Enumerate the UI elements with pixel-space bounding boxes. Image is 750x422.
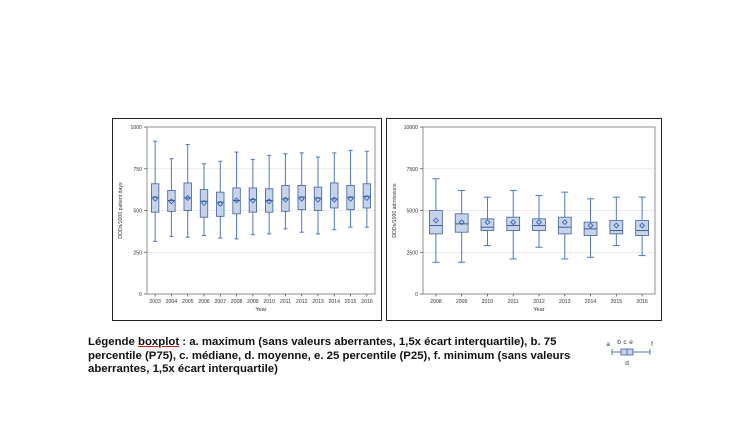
box-iqr [609, 220, 624, 235]
y-tick-label: 750 [133, 167, 142, 173]
x-tick-label: 2012 [296, 299, 308, 305]
box-iqr [216, 191, 225, 217]
chart-ddd-admissions-svg: 0 2500 5000 7500 10000 DDDs/1000 admissions Ye… [392, 125, 656, 313]
mean-marker [587, 222, 594, 229]
box-iqr [313, 186, 323, 211]
x-tick-label: 2011 [280, 299, 291, 305]
x-tick-label: 2010 [482, 299, 494, 305]
x-tick-label: 2005 [182, 299, 194, 305]
mean-marker [298, 195, 305, 202]
x-tick-label: 2012 [533, 299, 545, 305]
x-tick-label: 2010 [263, 299, 275, 305]
legend-icon-letter: f [651, 341, 653, 348]
box-iqr [429, 210, 443, 235]
box-iqr [183, 182, 192, 211]
mean-marker [168, 198, 175, 205]
mean-marker [233, 197, 240, 204]
x-tick-label: 2008 [231, 299, 243, 305]
x-tick-label: 2013 [312, 299, 324, 305]
y-tick-label: 250 [133, 250, 142, 256]
chart-panel-ddd-admissions: 0 2500 5000 7500 10000 DDDs/1000 admissions Ye… [386, 118, 662, 321]
mean-marker [363, 195, 370, 201]
y-tick-label: 10000 [404, 125, 419, 131]
mean-marker [201, 200, 207, 206]
x-tick-label: 2009 [247, 299, 259, 305]
x-tick-label: 2006 [198, 299, 210, 305]
legend-icon-letter: b [617, 339, 621, 346]
boxplot-legend-icon: a b c e f d [606, 339, 653, 367]
mean-marker [458, 219, 465, 226]
box-iqr [557, 216, 572, 235]
y-axis-label: DDDs/1000 admissions [392, 183, 398, 238]
y-tick-label: 7500 [406, 167, 418, 173]
box-iqr [330, 182, 339, 209]
legend-keyword: boxplot [138, 336, 180, 348]
x-tick-label: 2016 [636, 299, 648, 305]
mean-marker [613, 222, 620, 229]
plot-area-frame [146, 126, 376, 295]
x-tick-label: 2013 [559, 299, 571, 305]
legend-icon-letter: c [623, 339, 627, 346]
mean-marker [536, 219, 542, 226]
x-tick-label: 2003 [149, 299, 161, 305]
mean-marker [266, 198, 273, 205]
mean-marker [432, 217, 439, 224]
x-tick-label: 2015 [345, 299, 357, 305]
chart-panel-ddd-patient-days: 0 250 500 750 1000 DDDs/1000 patient days Year… [112, 118, 382, 321]
y-tick-label: 0 [139, 292, 142, 298]
legend-icon-letter: a [606, 341, 610, 348]
x-axis-label: Year [533, 307, 544, 313]
mean-marker [347, 195, 354, 202]
mean-marker [184, 195, 191, 201]
y-tick-label: 500 [133, 209, 142, 215]
x-tick-label: 2016 [361, 299, 373, 305]
y-axis-label: DDDs/1000 patient days [118, 182, 124, 239]
y-tick-label: 1000 [130, 125, 142, 131]
boxplot-legend-caption: Légende boxplot : a. maximum (sans valeu… [88, 336, 593, 377]
x-tick-label: 2014 [585, 299, 597, 305]
x-tick-label: 2011 [508, 299, 519, 305]
mean-marker [510, 219, 517, 226]
x-tick-label: 2015 [611, 299, 623, 305]
chart-ddd-patient-days-svg: 0 250 500 750 1000 DDDs/1000 patient days Year… [118, 125, 376, 313]
y-tick-label: 0 [415, 292, 418, 298]
mean-marker [561, 219, 568, 226]
legend-icon-letter: e [629, 339, 633, 346]
x-tick-label: 2014 [329, 299, 341, 305]
mean-marker [639, 222, 646, 229]
y-tick-label: 2500 [406, 250, 418, 256]
x-tick-label: 2007 [215, 299, 227, 305]
box-iqr [150, 183, 160, 213]
x-tick-label: 2004 [166, 299, 178, 305]
y-tick-label: 5000 [406, 209, 418, 215]
legend-icon-letter: d [625, 360, 629, 367]
legend-description: : a. maximum (sans valeurs aberrantes, 1… [88, 336, 571, 376]
box-iqr [454, 213, 469, 233]
x-axis-label: Year [255, 307, 266, 313]
mean-marker [331, 196, 338, 203]
x-tick-label: 2008 [430, 299, 442, 305]
mean-marker [484, 219, 491, 226]
legend-label: Légende [88, 336, 135, 348]
x-tick-label: 2009 [456, 299, 468, 305]
mean-marker [217, 200, 224, 207]
box-iqr [506, 216, 521, 231]
box-iqr [199, 189, 209, 218]
mean-marker [249, 197, 256, 204]
mean-marker [152, 195, 159, 202]
mean-marker [282, 196, 289, 203]
mean-marker [315, 196, 321, 203]
